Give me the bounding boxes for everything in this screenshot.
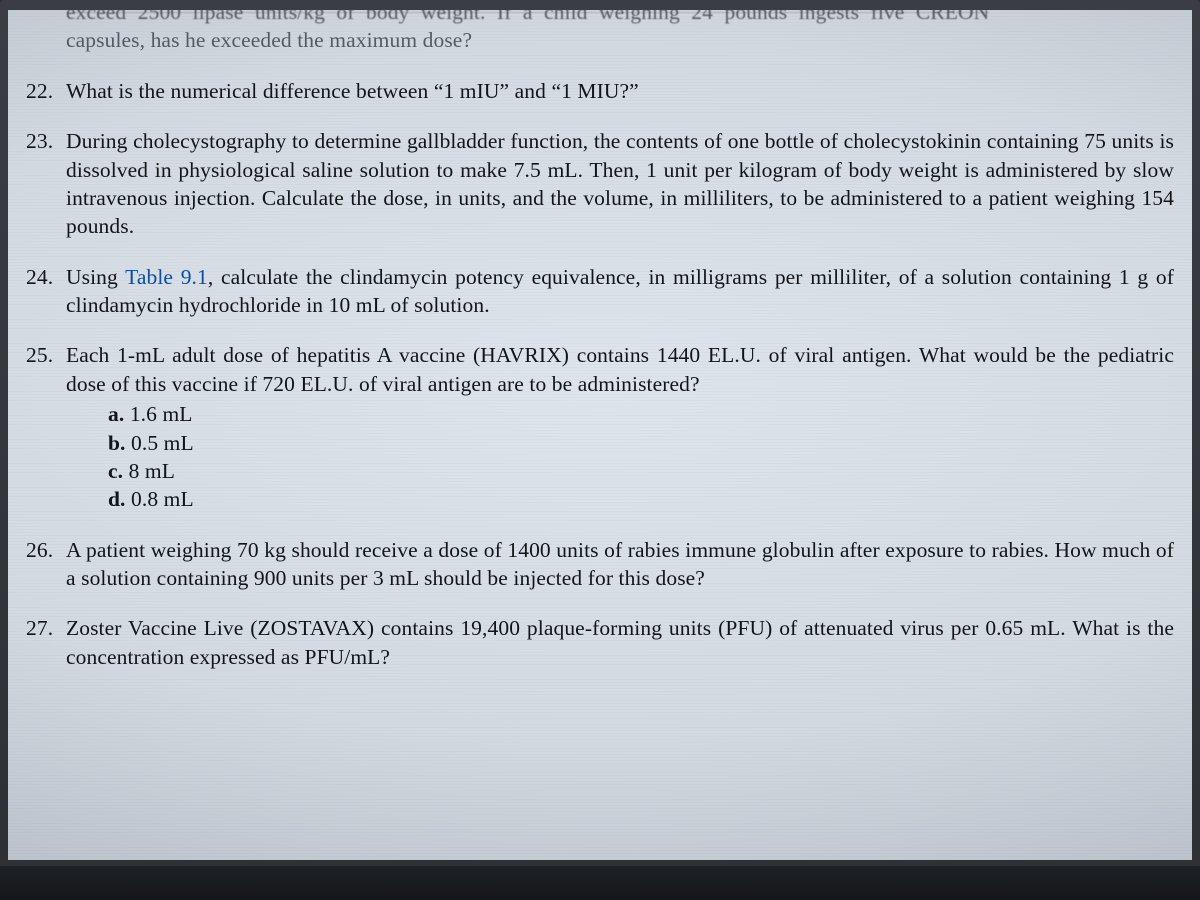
question-number: 24. <box>26 263 66 320</box>
question-26: 26. A patient weighing 70 kg should rece… <box>26 536 1174 593</box>
question-number: 23. <box>26 127 66 241</box>
option-b[interactable]: b. 0.5 mL <box>108 429 1174 457</box>
option-text: 0.5 mL <box>131 431 194 455</box>
option-label: c. <box>108 459 123 483</box>
device-frame: exceed 2500 lipase units/kg of body weig… <box>0 0 1200 900</box>
visible-line: capsules, has he exceeded the maximum do… <box>66 28 472 52</box>
textbook-page: exceed 2500 lipase units/kg of body weig… <box>8 10 1192 860</box>
question-number: 22. <box>26 77 66 105</box>
option-text: 8 mL <box>129 459 175 483</box>
table-reference-link[interactable]: Table 9.1 <box>125 265 208 289</box>
question-number: 27. <box>26 614 66 671</box>
question-27: 27. Zoster Vaccine Live (ZOSTAVAX) conta… <box>26 614 1174 671</box>
question-25: 25. Each 1-mL adult dose of hepatitis A … <box>26 341 1174 513</box>
text-after-link: , calculate the clindamycin potency equi… <box>66 265 1174 317</box>
text-before-link: Using <box>66 265 125 289</box>
question-text: Each 1-mL adult dose of hepatitis A vacc… <box>66 341 1174 398</box>
option-a[interactable]: a. 1.6 mL <box>108 400 1174 428</box>
option-d[interactable]: d. 0.8 mL <box>108 485 1174 513</box>
option-text: 1.6 mL <box>130 402 193 426</box>
option-label: b. <box>108 431 126 455</box>
option-c[interactable]: c. 8 mL <box>108 457 1174 485</box>
option-text: 0.8 mL <box>131 487 194 511</box>
question-22: 22. What is the numerical difference bet… <box>26 77 1174 105</box>
cutoff-line: exceed 2500 lipase units/kg of body weig… <box>66 10 989 24</box>
device-bezel <box>0 866 1200 900</box>
question-number: 26. <box>26 536 66 593</box>
question-text: A patient weighing 70 kg should receive … <box>66 536 1174 593</box>
question-24: 24. Using Table 9.1, calculate the clind… <box>26 263 1174 320</box>
answer-options: a. 1.6 mL b. 0.5 mL c. 8 mL d. 0.8 mL <box>108 400 1174 514</box>
question-number <box>26 10 66 55</box>
option-label: a. <box>108 402 124 426</box>
question-23: 23. During cholecystography to determine… <box>26 127 1174 241</box>
question-text: During cholecystography to determine gal… <box>66 127 1174 241</box>
partial-previous-question: exceed 2500 lipase units/kg of body weig… <box>26 10 1174 55</box>
question-text: Zoster Vaccine Live (ZOSTAVAX) contains … <box>66 614 1174 671</box>
option-label: d. <box>108 487 126 511</box>
question-number: 25. <box>26 341 66 398</box>
question-text: What is the numerical difference between… <box>66 77 1174 105</box>
question-text: Using Table 9.1, calculate the clindamyc… <box>66 263 1174 320</box>
question-body: exceed 2500 lipase units/kg of body weig… <box>66 10 1174 55</box>
